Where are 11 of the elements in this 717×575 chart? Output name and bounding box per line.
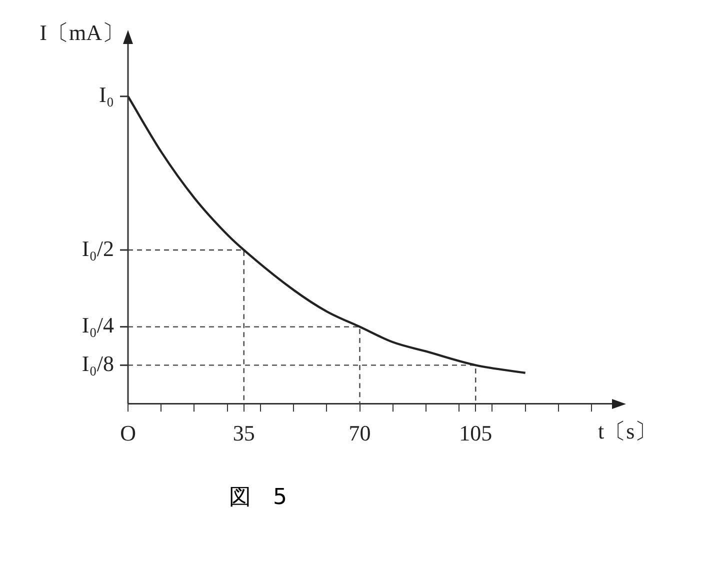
x-tick-label: 70 xyxy=(348,420,371,446)
caption: 図 5 xyxy=(228,484,288,512)
text: I₀/4 xyxy=(82,312,114,338)
text: I₀/8 xyxy=(82,350,114,376)
text: I₀/2 xyxy=(82,236,114,261)
x-tick-label: 105 xyxy=(459,420,492,446)
x-axis-title: t〔s〕 xyxy=(598,418,657,444)
text: I₀ xyxy=(99,82,114,108)
x-tick-label: 35 xyxy=(232,420,255,446)
y-axis-title: I〔mA〕 xyxy=(40,20,124,45)
x-tick-label: O xyxy=(120,420,136,446)
